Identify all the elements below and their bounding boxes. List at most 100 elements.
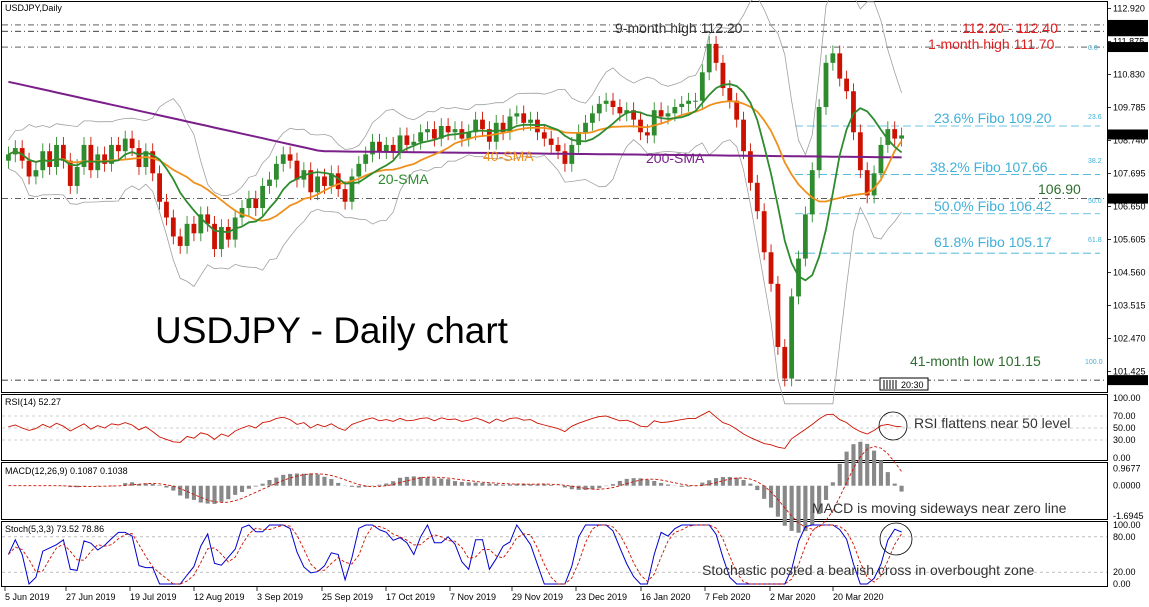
candle-body [658, 110, 664, 117]
price-marker-box [1108, 42, 1148, 53]
candle [431, 121, 437, 147]
stoch-note: Stochastic posted a bearish cross in ove… [702, 562, 1035, 578]
candle [782, 339, 788, 387]
candle [809, 162, 815, 223]
macd-axis: 0.9677 0.0000 -1.6945 [1113, 463, 1144, 521]
price-tick-label: 102.470 [1113, 333, 1146, 343]
candle [466, 124, 472, 147]
candle [308, 162, 314, 201]
candle-body [425, 129, 430, 133]
price-marker: 106.900 [1108, 193, 1148, 204]
candle-body [857, 132, 863, 171]
moving-averages [8, 80, 903, 282]
candle-body [273, 163, 279, 180]
candle-body [823, 62, 829, 108]
candle [761, 203, 767, 261]
fibo-pct-500: 50.0 [1088, 198, 1102, 205]
horizontal-levels [2, 24, 1107, 381]
candle [493, 114, 499, 150]
candle [246, 190, 252, 216]
sma40-label: 40-SMA [483, 148, 534, 164]
time-tick-label: 12 Aug 2019 [194, 592, 245, 602]
candle [267, 171, 272, 194]
candle [397, 127, 403, 160]
candle-body [851, 91, 856, 133]
symbol-title: USDJPY,Daily [5, 3, 62, 13]
candle [631, 102, 637, 128]
time-tick-label: 17 Oct 2019 [386, 592, 435, 602]
candle [33, 162, 39, 185]
price-marker: 101.150 [1108, 375, 1148, 386]
price-tick-label: 106.650 [1113, 201, 1146, 211]
lower-band [8, 139, 902, 405]
one-month-high-label: 1-month high 111.70 [928, 36, 1055, 52]
sma20-label: 20-SMA [378, 171, 429, 187]
candle-body [844, 78, 850, 92]
candle-body [81, 144, 87, 168]
candle [514, 105, 520, 125]
candle-body [143, 151, 149, 168]
macd-note: MACD is moving sideways near zero line [812, 500, 1067, 516]
candle-body [713, 43, 719, 63]
candle-body [644, 132, 650, 136]
sma200-line [8, 80, 902, 159]
candle-body [796, 258, 801, 297]
candle [686, 92, 691, 112]
candle-body [672, 107, 678, 114]
candle [596, 95, 602, 122]
candle [335, 165, 341, 197]
candle-body [308, 170, 314, 193]
price-marker-label: 106.900 [1112, 194, 1145, 204]
candle [438, 118, 444, 147]
candle-body [754, 182, 760, 212]
candle [6, 146, 11, 169]
stoch-tick-label: 100.00 [1113, 520, 1141, 530]
time-tick-label: 27 Jun 2019 [66, 592, 116, 602]
fibo-618-label: 61.8% Fibo 105.17 [934, 234, 1052, 250]
candle-body [603, 100, 609, 104]
rsi-title: RSI(14) 52.27 [5, 397, 61, 407]
candle-body [720, 62, 726, 89]
candle [452, 121, 458, 141]
candle [562, 143, 568, 172]
candle [445, 118, 451, 141]
fibo-pct-0: 0.0 [1088, 45, 1098, 52]
bollinger-bands [8, 0, 902, 405]
candle-body [727, 88, 733, 101]
candle-body [802, 214, 808, 259]
candle [191, 215, 197, 242]
candle [610, 92, 616, 115]
time-tick-label: 20 Mar 2020 [833, 592, 884, 602]
candle-body [480, 119, 485, 130]
price-marker: 112.400 [1108, 19, 1148, 30]
candle [741, 111, 746, 160]
rsi-tick-label: 30.00 [1113, 435, 1136, 445]
candle [170, 209, 176, 245]
candle-body [617, 107, 623, 114]
candle [411, 133, 417, 153]
time-box-label: 20:30 [901, 380, 924, 390]
candle [693, 92, 698, 109]
candle [899, 127, 904, 147]
candle [198, 206, 204, 242]
candle [830, 45, 836, 71]
candle [583, 114, 588, 141]
low-41m-label: 41-month low 101.15 [910, 353, 1041, 369]
candle [260, 178, 266, 216]
price-marker: 111.700 [1108, 42, 1148, 53]
time-tick-label: 3 Sep 2019 [257, 592, 303, 602]
candle [603, 92, 609, 112]
candle [864, 162, 870, 204]
stoch-grid [2, 536, 1107, 573]
candle-body [596, 103, 602, 114]
rsi-tick-label: 70.00 [1113, 411, 1136, 421]
price-tick-label: 111.875 [1113, 37, 1144, 47]
candle-body [782, 346, 788, 379]
candle-body [466, 132, 472, 139]
candle [425, 121, 430, 141]
candle [768, 244, 774, 292]
time-box-frame [879, 377, 929, 391]
candle [26, 152, 32, 185]
candle-body [610, 100, 616, 108]
candle [273, 155, 279, 188]
